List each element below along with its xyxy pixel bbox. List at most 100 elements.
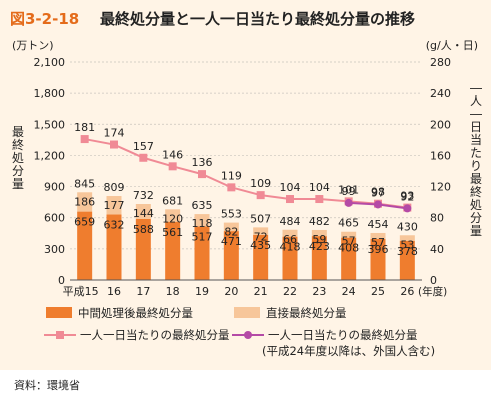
x-tick-label: 16 [107,285,121,298]
label-per-capita: 146 [162,148,183,161]
bar-intermediate [370,238,386,280]
x-tick-label: 22 [283,285,297,298]
y-right-label-char: た [470,146,482,160]
bar-intermediate [165,221,181,280]
source-note: 資料：環境省 [14,379,80,392]
bar-direct [77,192,93,212]
bar-direct [106,196,122,215]
y-left-tick-label: 1,800 [34,87,66,100]
label-total: 482 [309,215,330,228]
label-intermediate: 418 [280,241,301,254]
label-direct: 59 [312,233,326,246]
y-right-label-char: 量 [470,224,482,238]
label-per-capita: 136 [192,156,213,169]
y-left-unit: (万トン) [12,39,54,52]
label-total: 845 [74,177,95,190]
legend-marker-per-capita [56,331,64,339]
bar-intermediate [106,214,122,280]
per-capita-point [198,170,206,179]
y-right-tick-label: 80 [430,212,444,225]
y-left-label: 最終処分量 [12,125,24,191]
label-total: 465 [338,217,359,230]
bar-intermediate [253,234,269,280]
y-right-label-char: ― [470,81,482,95]
bars [77,192,415,280]
label-direct: 57 [342,235,356,248]
legend-swatch-direct [234,307,260,318]
legend-marker-per-capita-foreign [244,331,252,339]
label-intermediate: 632 [104,218,125,231]
y-right-tick-label: 280 [430,56,451,69]
label-intermediate: 659 [74,216,95,229]
label-direct: 82 [224,226,238,239]
x-tick-label: 18 [166,285,180,298]
y-left-label-char: 分 [12,164,24,178]
figure-label: 図3-2-18 [10,10,80,28]
per-capita-point [286,195,294,204]
y-left-label-char: 終 [12,137,24,152]
y-right-tick-label: 240 [430,87,451,100]
label-total: 430 [397,220,418,233]
x-tick-label: 26 [400,285,414,298]
y-right-label-char: 終 [470,184,482,199]
bar-intermediate [341,237,357,280]
bar-intermediate [399,240,415,280]
per-capita-point [315,195,324,204]
label-intermediate: 471 [221,235,242,248]
bar-intermediate [282,236,298,280]
label-per-capita: 119 [221,169,242,182]
y-left-tick-label: 300 [44,243,65,256]
bar-direct [194,214,210,227]
per-capita-point [256,191,265,200]
label-total: 484 [280,215,301,228]
label-direct: 57 [371,236,385,249]
label-per-capita-foreign: 92 [400,190,414,203]
label-direct: 177 [104,199,125,212]
per-capita-point [80,135,89,144]
label-total: 809 [104,181,125,194]
label-total: 732 [133,189,154,202]
bar-direct [165,209,181,222]
label-intermediate: 378 [397,245,418,258]
y-left-tick-label: 1,500 [34,118,66,131]
label-direct: 120 [162,212,183,225]
y-left-tick-label: 1,200 [34,149,66,162]
bar-direct [282,229,298,237]
y-left-label-char: 量 [12,177,24,191]
label-per-capita: 109 [250,177,271,190]
chart: 6591868451816321778091745881447321575611… [12,39,482,358]
y-right-label: ―人―日当たり最終処分量 [470,81,482,238]
y-right-label-char: ― [470,107,482,121]
label-direct: 72 [254,230,268,243]
lines [80,135,412,213]
y-right-label-char: 人 [470,94,482,108]
y-right-label-char: 分 [470,211,482,225]
label-intermediate: 423 [309,240,330,253]
bar-direct [399,235,415,241]
y-right-tick-label: 0 [430,274,437,287]
y-left-label-char: 処 [12,151,24,165]
label-per-capita: 98 [371,186,385,199]
label-per-capita: 157 [133,140,154,153]
data-labels: 6591868451816321778091745881447321575611… [74,121,418,258]
per-capita-point [168,162,177,171]
x-axis-suffix: (年度) [418,285,447,298]
label-intermediate: 396 [368,243,389,256]
label-direct: 66 [283,233,297,246]
per-capita-foreign-point [344,198,353,207]
label-total: 681 [162,194,183,207]
label-per-capita: 181 [74,121,95,134]
bar-direct [223,222,239,232]
legend-label-intermediate: 中間処理後最終処分量 [78,306,193,320]
y-left-tick-label: 0 [58,274,65,287]
x-tick-label: 25 [371,285,385,298]
per-capita-point [139,153,148,162]
label-per-capita-foreign: 97 [371,186,385,199]
label-total: 454 [368,218,389,231]
legend-note: (平成24年度以降は、外国人含む) [262,344,435,358]
bar-intermediate [135,218,151,280]
per-capita-point [227,183,236,192]
bar-direct [370,232,386,239]
y-right-label-char: 日 [470,120,482,134]
label-direct: 186 [74,195,95,208]
